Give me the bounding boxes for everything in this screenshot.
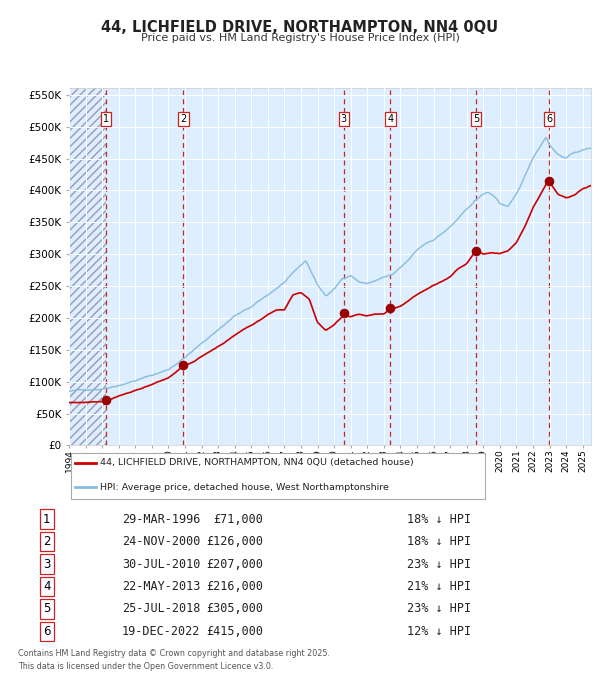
Text: Price paid vs. HM Land Registry's House Price Index (HPI): Price paid vs. HM Land Registry's House … — [140, 33, 460, 43]
Text: £216,000: £216,000 — [206, 580, 263, 593]
Text: £415,000: £415,000 — [206, 625, 263, 638]
Point — [179, 360, 188, 371]
Text: 6: 6 — [546, 114, 552, 124]
Point — [386, 303, 395, 313]
FancyBboxPatch shape — [71, 453, 485, 499]
Text: 23% ↓ HPI: 23% ↓ HPI — [407, 602, 471, 615]
Text: £207,000: £207,000 — [206, 558, 263, 571]
Text: 18% ↓ HPI: 18% ↓ HPI — [407, 535, 471, 548]
Point — [544, 175, 554, 186]
Text: HPI: Average price, detached house, West Northamptonshire: HPI: Average price, detached house, West… — [100, 483, 389, 492]
Text: 2: 2 — [180, 114, 187, 124]
Bar — [69, 88, 106, 445]
Point — [471, 245, 481, 256]
Text: 29-MAR-1996: 29-MAR-1996 — [122, 513, 200, 526]
Text: 6: 6 — [43, 625, 50, 638]
Text: £126,000: £126,000 — [206, 535, 263, 548]
Text: 44, LICHFIELD DRIVE, NORTHAMPTON, NN4 0QU (detached house): 44, LICHFIELD DRIVE, NORTHAMPTON, NN4 0Q… — [100, 458, 414, 467]
Text: 12% ↓ HPI: 12% ↓ HPI — [407, 625, 471, 638]
Text: 1: 1 — [43, 513, 50, 526]
Text: 1: 1 — [103, 114, 109, 124]
Text: 4: 4 — [43, 580, 50, 593]
Text: 5: 5 — [43, 602, 50, 615]
Text: 25-JUL-2018: 25-JUL-2018 — [122, 602, 200, 615]
Text: 5: 5 — [473, 114, 479, 124]
Text: 21% ↓ HPI: 21% ↓ HPI — [407, 580, 471, 593]
Text: 23% ↓ HPI: 23% ↓ HPI — [407, 558, 471, 571]
Text: 24-NOV-2000: 24-NOV-2000 — [122, 535, 200, 548]
Text: 22-MAY-2013: 22-MAY-2013 — [122, 580, 200, 593]
Text: £305,000: £305,000 — [206, 602, 263, 615]
Text: 19-DEC-2022: 19-DEC-2022 — [122, 625, 200, 638]
Text: 4: 4 — [387, 114, 394, 124]
Text: 30-JUL-2010: 30-JUL-2010 — [122, 558, 200, 571]
Text: 18% ↓ HPI: 18% ↓ HPI — [407, 513, 471, 526]
Text: Contains HM Land Registry data © Crown copyright and database right 2025.: Contains HM Land Registry data © Crown c… — [18, 649, 330, 658]
Point — [101, 394, 111, 405]
Text: 3: 3 — [43, 558, 50, 571]
Text: £71,000: £71,000 — [213, 513, 263, 526]
Text: 2: 2 — [43, 535, 50, 548]
Text: 44, LICHFIELD DRIVE, NORTHAMPTON, NN4 0QU: 44, LICHFIELD DRIVE, NORTHAMPTON, NN4 0Q… — [101, 20, 499, 35]
Text: This data is licensed under the Open Government Licence v3.0.: This data is licensed under the Open Gov… — [18, 662, 274, 671]
Point — [339, 308, 349, 319]
Text: 3: 3 — [341, 114, 347, 124]
